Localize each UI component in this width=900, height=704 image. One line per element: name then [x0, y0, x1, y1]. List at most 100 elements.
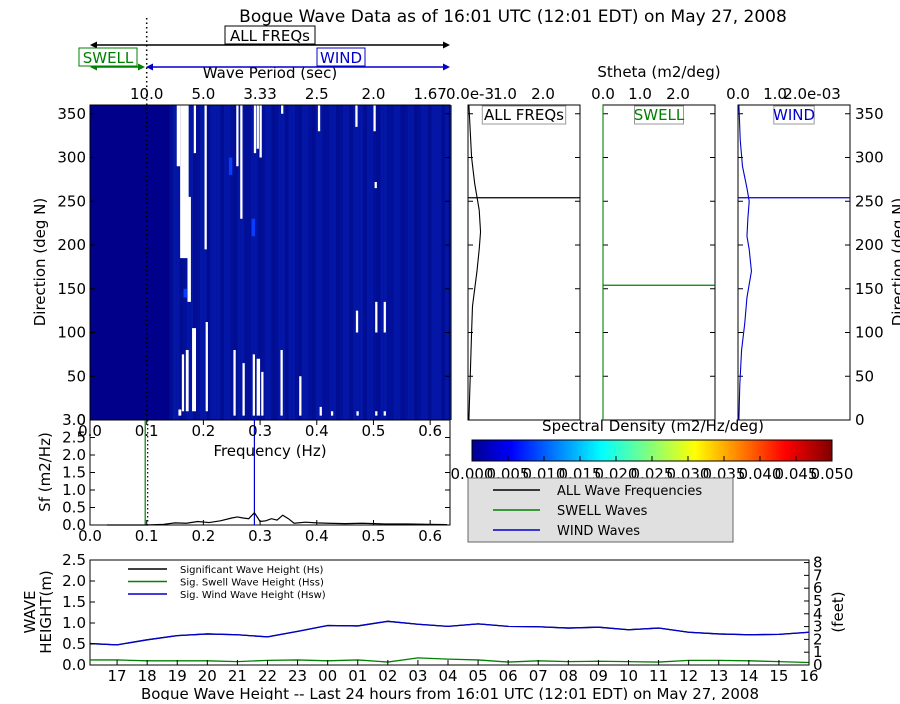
stheta-panel-label: WIND [773, 106, 815, 124]
wind-arrow-left [146, 63, 153, 71]
heatmap-column [223, 105, 228, 420]
height-right-tick-label: 8 [813, 554, 823, 572]
stheta-label-box [634, 105, 684, 125]
heatmap-column [302, 105, 306, 420]
heatmap-y-tick-label: 200 [57, 236, 86, 254]
heatmap-missing-cell [240, 105, 243, 219]
height-y-axis-label-line2: HEIGHT(m) [37, 570, 55, 654]
heatmap-column [216, 105, 221, 420]
heatmap-column [281, 105, 286, 420]
heatmap-column [319, 105, 323, 420]
heatmap-column [268, 105, 272, 420]
stheta-frame [602, 104, 716, 421]
heatmap-missing-cell [356, 411, 359, 416]
heatmap-missing-cell [236, 105, 239, 167]
height-y-tick-label: 2.5 [62, 551, 86, 569]
height-legend-label: Significant Wave Height (Hs) [180, 565, 323, 576]
figure-title: Bogue Wave Data as of 16:01 UTC (12:01 E… [239, 7, 787, 27]
heatmap-column [196, 105, 200, 420]
heatmap-column [288, 105, 292, 420]
heatmap-column [353, 105, 357, 420]
height-legend-label: Sig. Swell Wave Height (Hss) [180, 578, 324, 589]
height-x-tick-label: 07 [529, 667, 548, 685]
height-x-tick-label: 03 [408, 667, 427, 685]
heatmap-missing-cell [355, 310, 359, 333]
heatmap-column [342, 105, 347, 420]
heatmap-column [213, 105, 217, 420]
sf-top-tick-label: 0.5 [362, 422, 386, 440]
heatmap-column [227, 105, 231, 420]
heatmap-missing-cell [259, 105, 262, 158]
heatmap-column [295, 105, 299, 420]
height-y-tick-label: 0.5 [62, 635, 86, 653]
heatmap-column [421, 105, 425, 420]
heatmap-column [383, 105, 388, 420]
heatmap-column [417, 105, 422, 420]
heatmap-column [210, 105, 214, 420]
sf-frame [89, 419, 451, 526]
heatmap-missing-cell [355, 105, 358, 127]
height-x-tick-label: 10 [619, 667, 638, 685]
height-series-line [89, 620, 810, 646]
heatmap-column [298, 105, 303, 420]
stheta-series-line [738, 104, 752, 421]
sf-y-tick-label: 1.0 [62, 481, 86, 499]
heatmap-column [312, 105, 316, 420]
heatmap-column [278, 105, 282, 420]
heatmap-y-tick-label: 0 [76, 411, 86, 429]
stheta-x-tick-label: 2.0e-03 [783, 85, 841, 103]
height-x-tick-label: 08 [559, 667, 578, 685]
sf-y-tick-label: 1.5 [62, 464, 86, 482]
height-x-tick-label: 01 [348, 667, 367, 685]
height-right-tick-label: 3 [813, 618, 823, 636]
height-x-tick-label: 11 [649, 667, 668, 685]
heatmap-bright-cell [228, 157, 233, 175]
height-y-tick-label: 1.0 [62, 614, 86, 632]
height-x-tick-label: 20 [198, 667, 217, 685]
heatmap-missing-cell [319, 406, 322, 416]
heatmap-column [441, 105, 445, 420]
height-x-tick-label: 14 [739, 667, 758, 685]
heatmap-missing-cell [192, 328, 197, 412]
sf-top-tick-label: 0.2 [191, 422, 215, 440]
heatmap-column [322, 105, 326, 420]
height-x-tick-label: 12 [679, 667, 698, 685]
sf-x-tick-label: 0.4 [305, 527, 329, 545]
height-x-tick-label: 06 [499, 667, 518, 685]
sf-y-tick-label: 2.0 [62, 446, 86, 464]
heatmap-missing-cell [281, 105, 284, 114]
height-frame [89, 559, 810, 666]
heatmap-column [397, 105, 401, 420]
heatmap-missing-cell [280, 350, 283, 416]
heatmap-missing-cell [375, 411, 378, 416]
heatmap-column [431, 105, 435, 420]
stheta-x-tick-label: 2.0 [666, 85, 690, 103]
heatmap-column [230, 105, 234, 420]
heatmap-missing-cell [256, 105, 259, 149]
height-x-tick-label: 02 [378, 667, 397, 685]
height-y-tick-label: 2.0 [62, 572, 86, 590]
heatmap-column [285, 105, 289, 420]
heatmap-column [264, 105, 269, 420]
heatmap-column [203, 105, 207, 420]
stheta-title: Stheta (m2/deg) [597, 63, 720, 81]
stheta-series-line [468, 104, 482, 421]
height-right-tick-label: 5 [813, 592, 823, 610]
heatmap-missing-cell [253, 105, 257, 154]
heatmap-column [274, 105, 279, 420]
heatmap-missing-cell [233, 350, 236, 416]
height-legend-label: Sig. Wind Wave Height (Hsw) [180, 590, 326, 601]
height-x-tick-label: 15 [769, 667, 788, 685]
wind-arrow-right [443, 63, 450, 71]
period-tick-label: 1.67 [413, 85, 446, 103]
height-x-tick-label: 21 [228, 667, 247, 685]
heatmap-y-tick-label: 150 [57, 280, 86, 298]
heatmap-column [339, 105, 343, 420]
period-tick-label: 2.5 [305, 85, 329, 103]
period-tick-label: 3.33 [243, 85, 276, 103]
heatmap-column [387, 105, 391, 420]
sf-x-tick-label: 0.0 [78, 527, 102, 545]
swell-arrow-right [138, 63, 145, 71]
heatmap-column [414, 105, 418, 420]
